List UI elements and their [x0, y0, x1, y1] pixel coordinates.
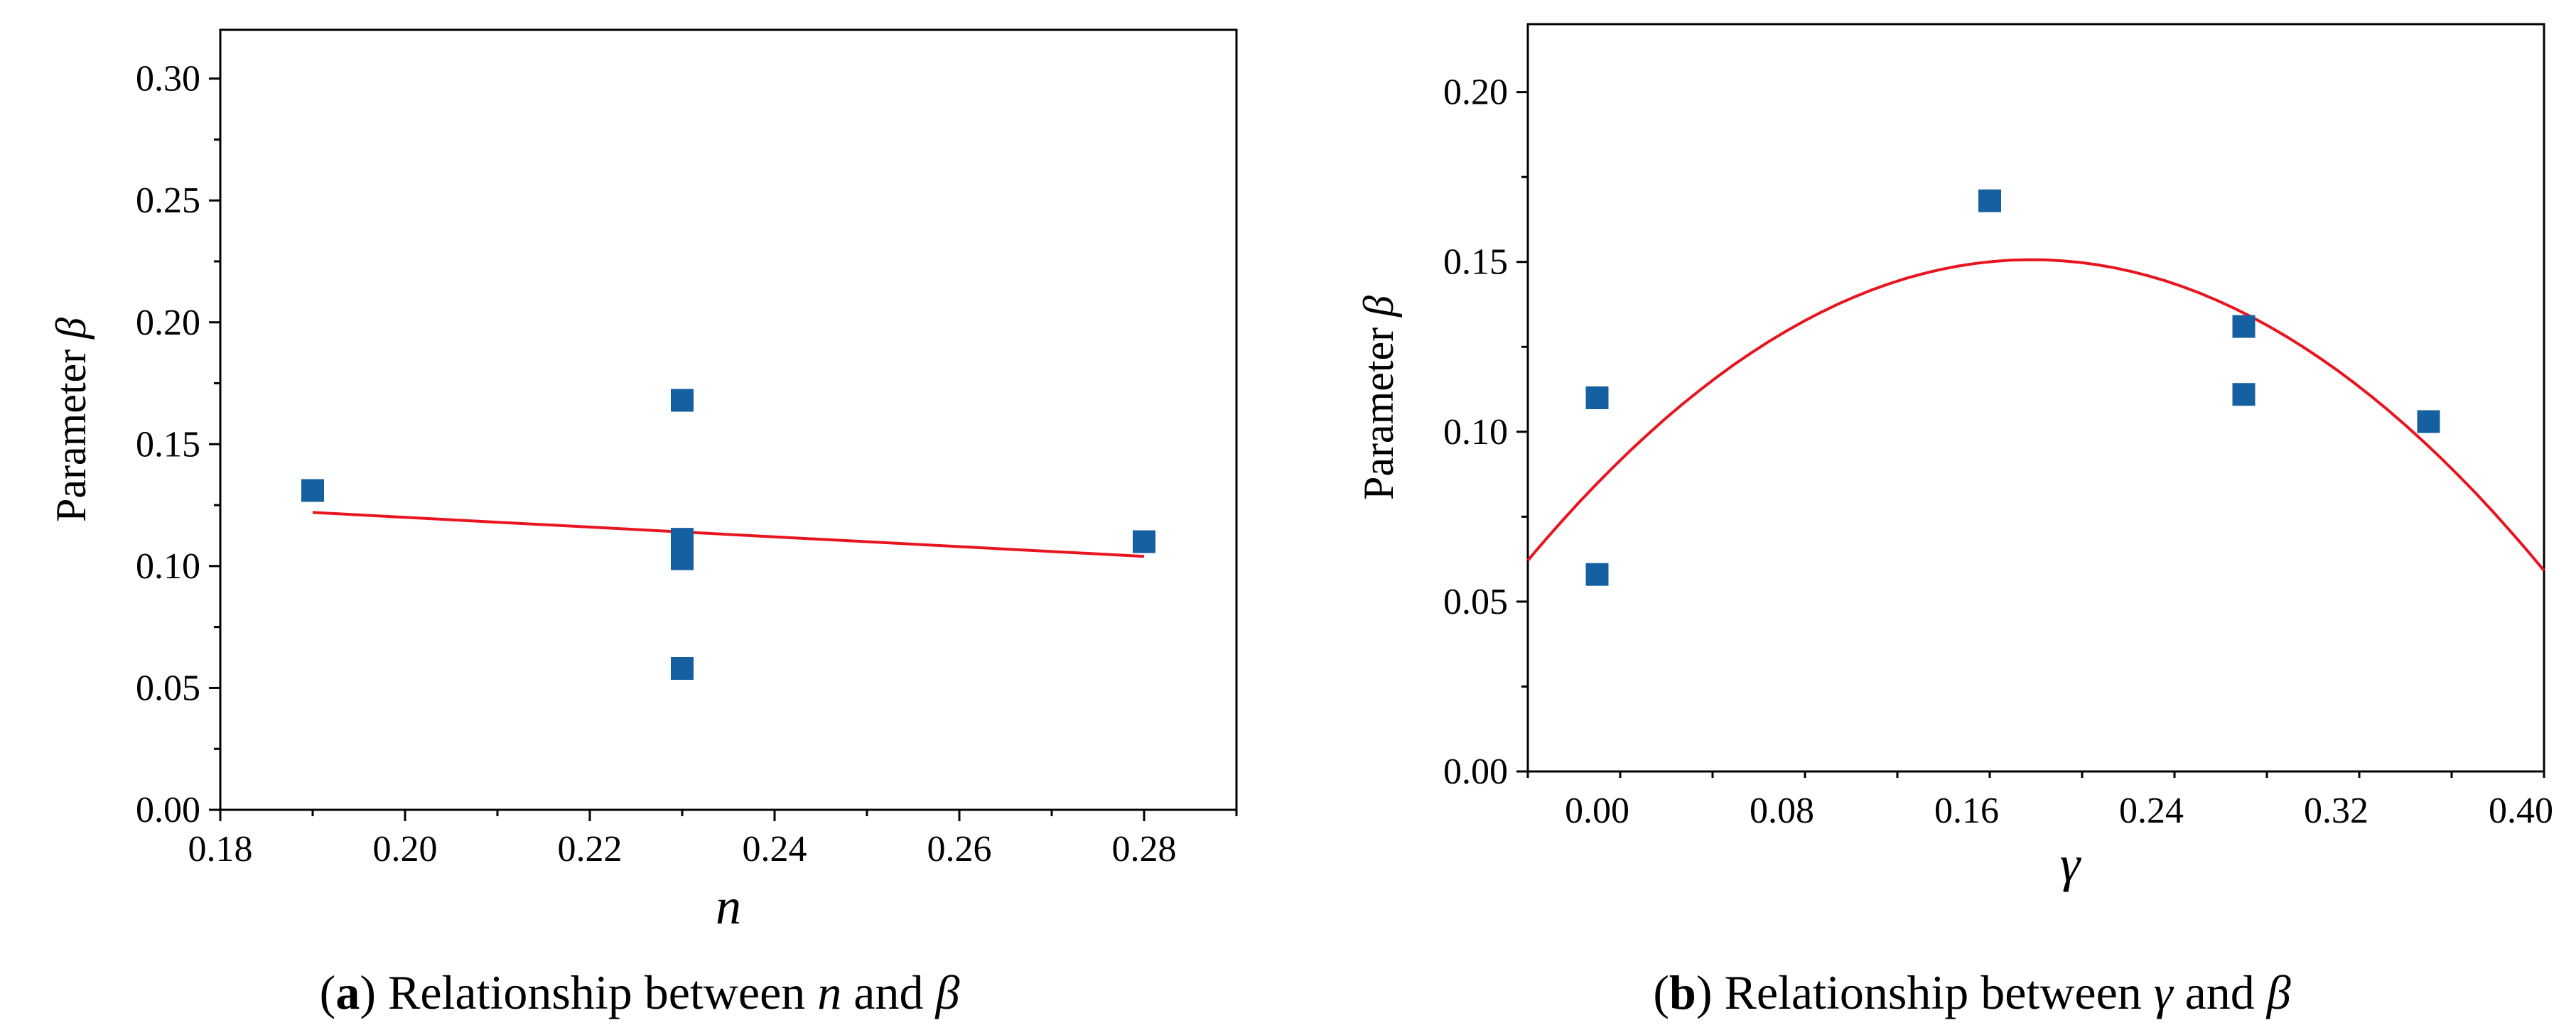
data-point — [1585, 386, 1609, 409]
caption-b-var2: β — [2265, 965, 2291, 1019]
caption-b-paren-open: ( — [1653, 965, 1669, 1019]
data-point — [671, 389, 694, 412]
chart-panel-a: 0.18 0.20 0.22 0.24 0.26 0.28 0.00 0.05 0.10 0.15… — [48, 28, 1238, 1019]
y-tick-label: 0.20 — [1443, 72, 1508, 113]
axis-ticks-b: 0.00 0.08 0.16 0.24 0.32 0.40 0.00 0.05 0.10 0.15… — [1443, 72, 2553, 831]
fit-line-a — [312, 511, 1145, 558]
caption-a-var2: β — [934, 965, 959, 1019]
data-points-a — [301, 389, 1155, 680]
data-point — [301, 479, 324, 502]
caption-b-text1: Relationship between — [1712, 965, 2153, 1019]
y-tick-label: 0.30 — [136, 59, 200, 99]
y-tick-label: 0.05 — [136, 668, 200, 708]
x-tick-label: 0.16 — [1934, 791, 1999, 831]
x-tick-label: 0.40 — [2489, 791, 2553, 831]
x-tick-label: 0.24 — [743, 829, 807, 869]
caption-a-paren-close: ) — [360, 965, 376, 1019]
y-axis-label-text-b: Parameter — [1355, 317, 1402, 500]
data-point — [1585, 563, 1609, 586]
x-axis-label-a: n — [716, 878, 741, 935]
y-tick-label: 0.05 — [1443, 582, 1508, 622]
fit-curve-b — [1526, 258, 2545, 572]
x-tick-label: 0.00 — [1565, 791, 1629, 831]
y-tick-label: 0.00 — [136, 790, 200, 830]
caption-b-text2: and — [2173, 965, 2267, 1019]
data-point — [2417, 410, 2440, 433]
data-point — [1978, 189, 2001, 212]
caption-a-paren-open: ( — [320, 965, 336, 1019]
y-tick-label: 0.25 — [136, 180, 200, 221]
plot-frame-b — [1526, 23, 2545, 773]
y-axis-label-text-a: Parameter — [48, 339, 95, 522]
data-point — [2232, 315, 2256, 338]
data-point — [671, 547, 694, 570]
y-tick-label: 0.10 — [1443, 412, 1508, 453]
y-tick-label: 0.00 — [1443, 752, 1508, 792]
axis-ticks-a: 0.18 0.20 0.22 0.24 0.26 0.28 0.00 0.05 0.10 0.15… — [136, 59, 1238, 869]
caption-a-text1: Relationship between — [376, 965, 817, 1019]
x-axis-label-b: γ — [2060, 835, 2081, 892]
x-tick-label: 0.08 — [1750, 791, 1814, 831]
x-tick-label: 0.26 — [927, 829, 992, 869]
caption-a: (a) Relationship between n and β — [320, 965, 960, 1019]
y-axis-label-symbol-a: β — [48, 318, 95, 340]
y-axis-label-b: Parameter β — [1355, 296, 1402, 500]
y-tick-label: 0.10 — [136, 546, 200, 587]
data-point — [671, 656, 694, 680]
caption-b-paren-close: ) — [1696, 965, 1713, 1019]
caption-b-var1: γ — [2154, 965, 2174, 1019]
y-axis-label-a: Parameter β — [48, 318, 95, 522]
y-tick-label: 0.15 — [1443, 242, 1508, 283]
plot-frame-a — [219, 28, 1238, 811]
data-point — [1133, 530, 1155, 553]
y-tick-label: 0.15 — [136, 424, 200, 465]
caption-a-var1: n — [817, 965, 841, 1019]
x-tick-label: 0.32 — [2304, 791, 2368, 831]
caption-b-label: b — [1669, 965, 1696, 1019]
chart-panel-b: 0.00 0.08 0.16 0.24 0.32 0.40 0.00 0.05 0.10 0.15… — [1355, 23, 2553, 1019]
x-tick-label: 0.18 — [188, 829, 253, 869]
caption-b: (b) Relationship between γ and β — [1653, 965, 2290, 1019]
data-point — [2232, 383, 2256, 406]
caption-a-text2: and — [841, 965, 935, 1019]
caption-a-label: a — [335, 965, 360, 1019]
y-axis-label-symbol-b: β — [1355, 296, 1402, 318]
x-tick-label: 0.20 — [373, 829, 438, 869]
data-point — [671, 528, 694, 551]
x-tick-label: 0.28 — [1112, 829, 1177, 869]
x-tick-label: 0.22 — [558, 829, 623, 869]
y-tick-label: 0.20 — [136, 303, 200, 343]
data-points-b — [1585, 189, 2440, 586]
x-tick-label: 0.24 — [2119, 791, 2184, 831]
